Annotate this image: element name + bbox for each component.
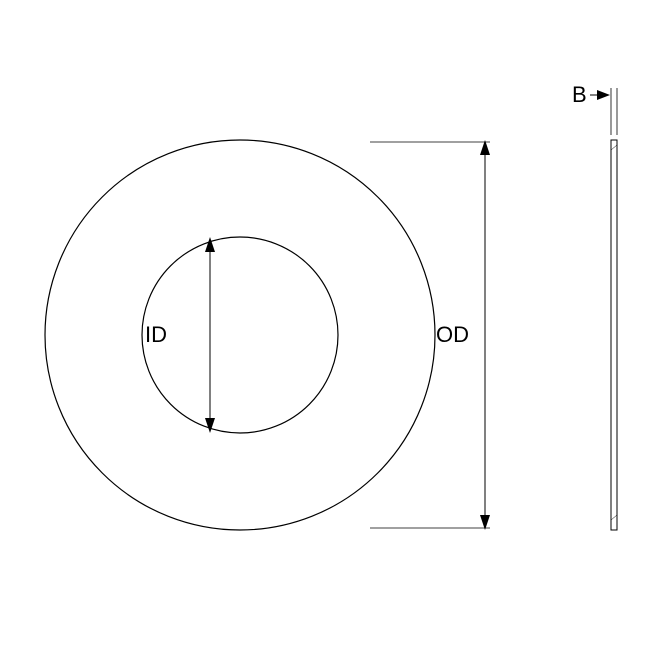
id-arrow-top [205,237,215,252]
id-arrow-bottom [205,418,215,433]
diagram-svg [0,0,670,670]
b-label: B [572,82,587,108]
id-label: ID [145,322,167,348]
washer-diagram: ID OD B [0,0,670,670]
b-arrow [597,90,610,100]
side-view-rect [611,140,617,530]
od-label: OD [436,322,469,348]
outer-circle [45,140,435,530]
inner-circle [142,237,338,433]
